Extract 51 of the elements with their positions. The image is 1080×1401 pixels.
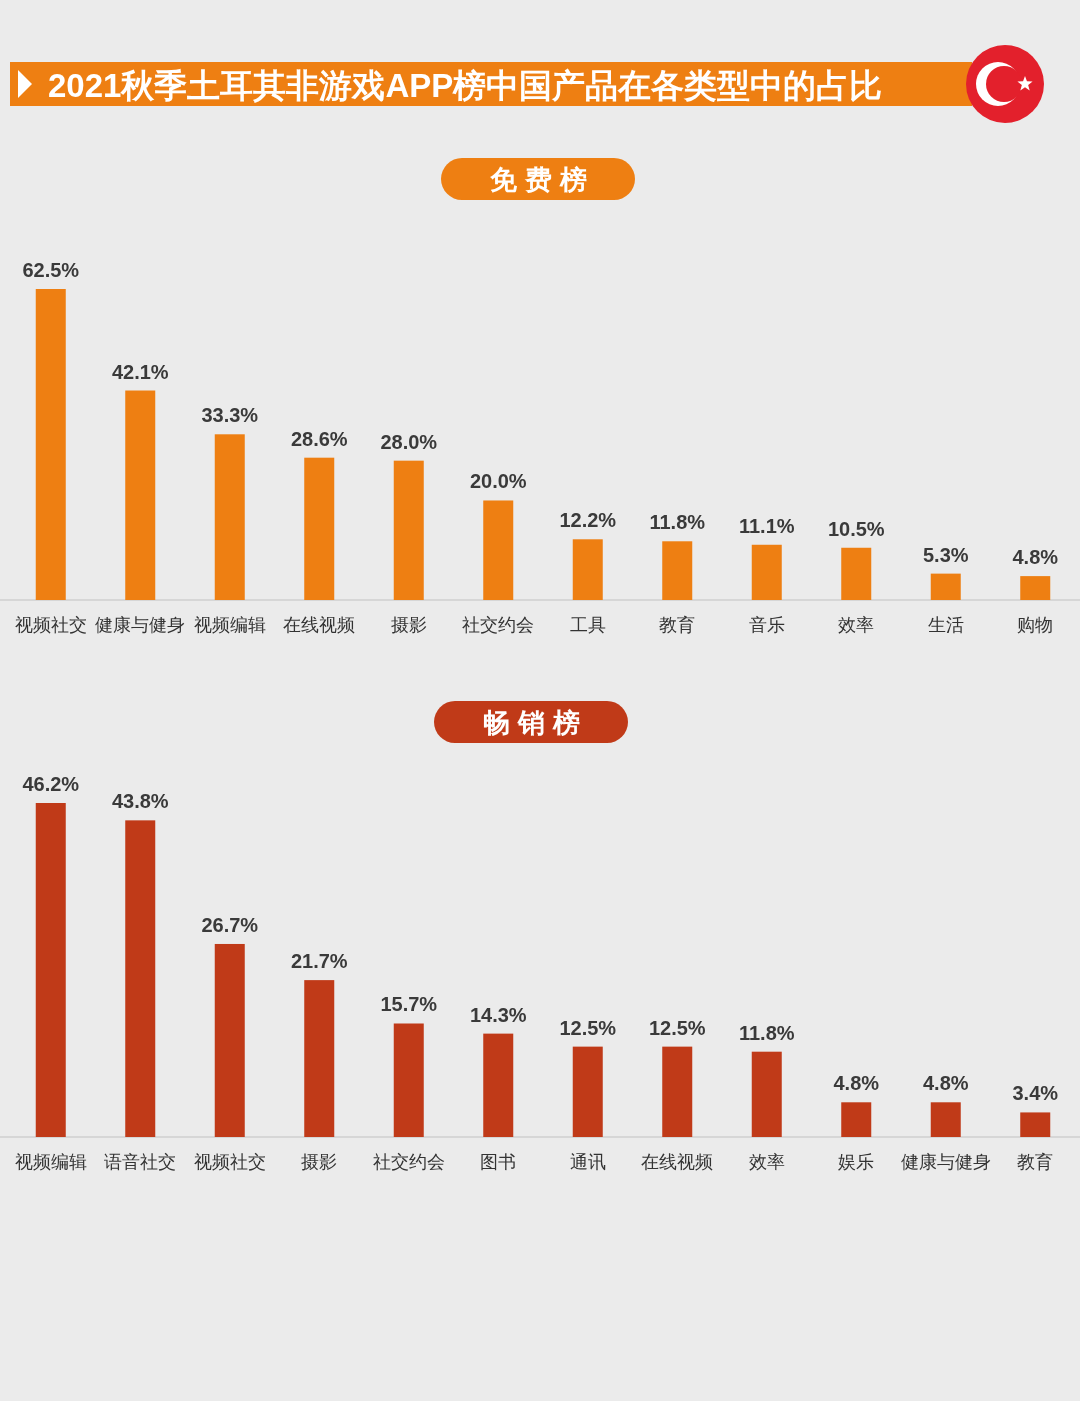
category-label: 娱乐: [838, 1152, 875, 1172]
title: 2021秋季土耳其非游戏APP榜中国产品在各类型中的占比: [48, 67, 883, 104]
category-label: 生活: [927, 615, 964, 635]
value-label: 3.4%: [1012, 1082, 1059, 1105]
value-label: 33.3%: [201, 404, 259, 427]
category-label: 视频社交: [193, 1152, 266, 1172]
value-label: 4.8%: [833, 1072, 880, 1095]
category-label: 视频社交: [14, 615, 87, 635]
category-label: 工具: [569, 615, 606, 635]
category-label: 在线视频: [641, 1152, 714, 1172]
category-label: 效率: [838, 615, 875, 635]
value-label: 12.5%: [559, 1016, 617, 1039]
category-label: 效率: [748, 1152, 785, 1172]
category-label: 视频编辑: [193, 615, 266, 635]
value-label: 46.2%: [22, 773, 80, 795]
category-label: 社交约会: [372, 1152, 445, 1172]
value-label: 10.5%: [827, 517, 885, 540]
value-label: 28.0%: [380, 430, 438, 453]
value-label: 11.8%: [738, 1021, 795, 1044]
category-label: 健康与健身: [95, 615, 186, 635]
panel-title: 畅销榜: [482, 708, 588, 738]
value-label: 21.7%: [290, 950, 348, 973]
value-label: 4.8%: [1012, 546, 1059, 569]
category-label: 购物: [1017, 615, 1054, 635]
category-label: 健康与健身: [900, 1152, 991, 1172]
value-label: 5.3%: [922, 543, 969, 566]
category-label: 音乐: [748, 615, 785, 635]
value-label: 26.7%: [201, 913, 259, 936]
category-label: 教育: [1017, 1152, 1054, 1172]
value-label: 15.7%: [380, 993, 438, 1016]
panel-title: 免费榜: [489, 165, 595, 195]
category-label: 在线视频: [283, 615, 356, 635]
value-label: 62.5%: [22, 259, 80, 281]
value-label: 12.2%: [559, 509, 617, 532]
value-label: 20.0%: [469, 470, 527, 493]
category-label: 语音社交: [104, 1152, 177, 1172]
value-label: 43.8%: [111, 790, 169, 813]
value-label: 12.5%: [648, 1016, 706, 1039]
category-label: 视频编辑: [14, 1152, 87, 1172]
category-label: 社交约会: [462, 615, 535, 635]
category-label: 摄影: [301, 1152, 338, 1172]
value-label: 11.8%: [649, 511, 706, 534]
category-label: 教育: [659, 615, 696, 635]
value-label: 28.6%: [290, 427, 348, 450]
value-label: 4.8%: [922, 1072, 969, 1095]
value-label: 11.1%: [738, 514, 795, 537]
category-label: 摄影: [390, 615, 427, 635]
value-label: 14.3%: [469, 1003, 527, 1026]
value-label: 42.1%: [111, 360, 169, 383]
category-label: 通讯: [569, 1152, 606, 1172]
category-label: 图书: [480, 1152, 517, 1172]
